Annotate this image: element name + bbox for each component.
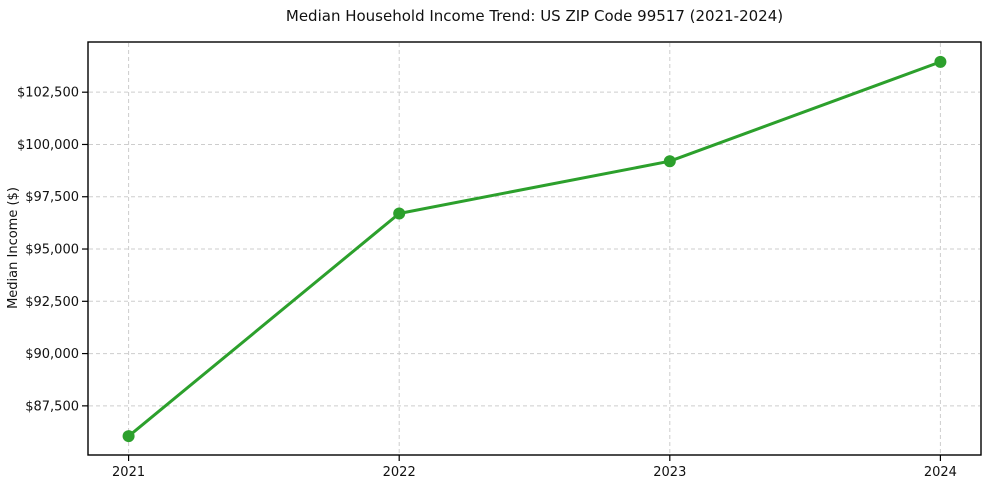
y-tick-label: $100,000 <box>17 138 79 153</box>
y-tick-label: $95,000 <box>25 243 79 258</box>
x-tick-label: 2022 <box>383 465 416 480</box>
y-tick-label: $90,000 <box>25 347 79 362</box>
plot-border <box>87 41 982 456</box>
x-tick-label: 2023 <box>653 465 686 480</box>
y-tick-label: $102,500 <box>17 86 79 101</box>
x-tick-label: 2024 <box>924 465 957 480</box>
data-point-2023 <box>663 155 676 168</box>
y-tick-label: $97,500 <box>25 190 79 205</box>
data-point-2021 <box>122 430 135 443</box>
y-tick-label: $92,500 <box>25 295 79 310</box>
data-point-2022 <box>393 207 406 220</box>
y-axis-title: Median Income ($) <box>6 187 21 309</box>
trend-line <box>127 60 942 438</box>
y-tick-label: $87,500 <box>25 399 79 414</box>
data-point-2024 <box>934 55 947 68</box>
x-tick-label: 2021 <box>112 465 145 480</box>
chart-title: Median Household Income Trend: US ZIP Co… <box>285 7 784 25</box>
